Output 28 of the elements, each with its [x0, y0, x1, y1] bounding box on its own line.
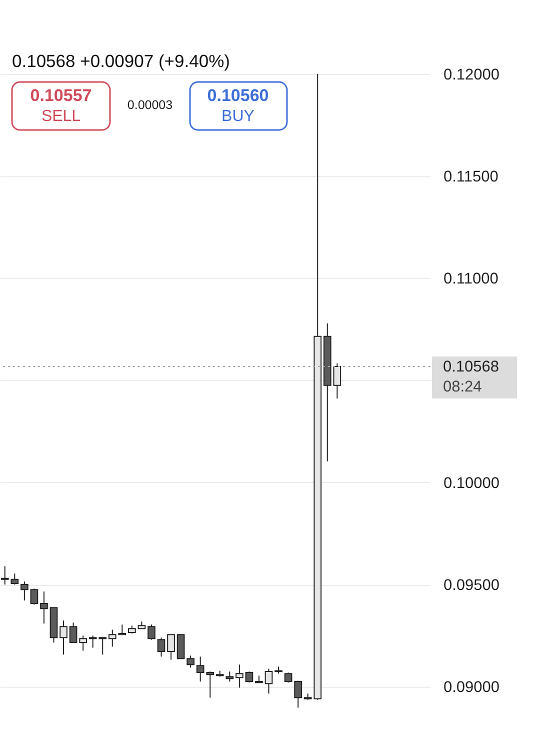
candlestick	[69, 622, 78, 644]
candlestick	[167, 634, 175, 660]
candlestick	[40, 590, 48, 624]
y-tick-label: 0.09000	[444, 679, 500, 696]
annotation: 0.10557	[30, 86, 92, 105]
annotation: 0.00003	[127, 98, 173, 112]
annotation: 0.10560	[207, 86, 269, 105]
y-tick-label: 0.11500	[444, 168, 499, 186]
candlestick	[20, 580, 28, 601]
y-tick-label: 0.12000	[444, 66, 500, 84]
ref-line-label: 0.10568	[443, 358, 500, 376]
candlestick	[294, 680, 302, 708]
annotation: SELL	[41, 108, 81, 125]
annotation: BUY	[222, 108, 255, 125]
text: 08:24	[443, 378, 482, 396]
y-tick-label: 0.09500	[444, 577, 500, 594]
candlestick	[284, 672, 292, 684]
candlestick	[30, 588, 38, 606]
candlestick	[60, 620, 68, 656]
candlestick	[186, 655, 194, 668]
y-tick-label: 0.11000	[444, 270, 499, 288]
candlestick	[245, 671, 254, 684]
candlestick	[79, 635, 87, 652]
candlestick	[148, 624, 156, 640]
y-tick-label: 0.10000	[444, 474, 500, 492]
candlestick	[226, 671, 234, 682]
candlestick	[157, 637, 166, 658]
chart-subtitle: 0.10568 +0.00907 (+9.40%)	[12, 51, 230, 71]
